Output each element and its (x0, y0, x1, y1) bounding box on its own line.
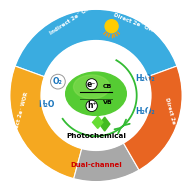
Wedge shape (123, 66, 183, 170)
Text: Photochemical: Photochemical (66, 133, 126, 139)
Polygon shape (93, 116, 103, 128)
Text: Direct 2e⁻ ORR: Direct 2e⁻ ORR (113, 13, 157, 35)
Polygon shape (99, 117, 110, 131)
Wedge shape (9, 66, 82, 179)
Ellipse shape (74, 75, 110, 99)
Text: h⁺: h⁺ (87, 101, 96, 110)
Text: O₂: O₂ (53, 77, 63, 86)
Circle shape (41, 41, 151, 150)
Text: Dual-channel: Dual-channel (70, 162, 122, 168)
Wedge shape (74, 143, 139, 182)
Ellipse shape (66, 72, 126, 115)
Text: Direct 2e⁻ WOR: Direct 2e⁻ WOR (164, 97, 181, 143)
Text: H₂O₂: H₂O₂ (135, 107, 155, 115)
Text: Indirect 2e⁻ ORR: Indirect 2e⁻ ORR (49, 4, 95, 36)
Text: e⁻: e⁻ (87, 80, 96, 89)
Circle shape (50, 74, 65, 89)
Text: H₂O₂: H₂O₂ (135, 74, 155, 83)
Text: H₂O: H₂O (38, 100, 55, 109)
Text: CB: CB (103, 84, 112, 89)
Text: Indirect 2e⁻ WOR: Indirect 2e⁻ WOR (12, 92, 30, 143)
Wedge shape (15, 9, 177, 77)
Text: VB: VB (103, 100, 113, 105)
Circle shape (105, 20, 118, 33)
